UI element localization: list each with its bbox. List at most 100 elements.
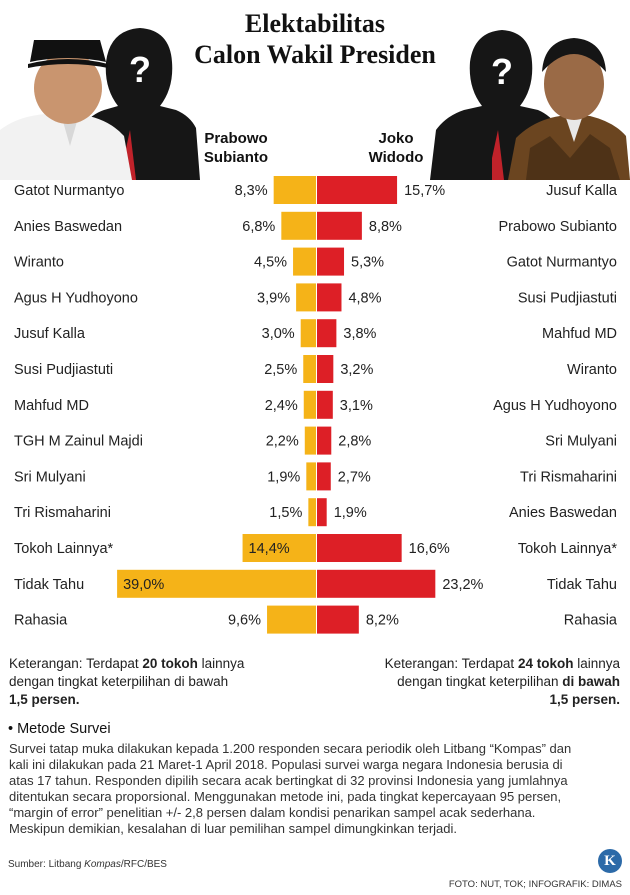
right-bar [317,534,402,562]
left-bar [303,355,316,383]
prabowo-photo [0,40,132,180]
title-line-1: Elektabilitas [244,9,386,38]
source-credit: Sumber: Litbang Kompas/RFC/BES [8,859,167,870]
left-category-label: Jusuf Kalla [14,326,86,342]
right-candidate-line-1: Joko [378,130,414,147]
note-right-line-1: Keterangan: Terdapat 24 tokoh lainnya [322,655,620,673]
note-right: Keterangan: Terdapat 24 tokoh lainnya de… [322,655,620,709]
right-value-label: 2,7% [338,469,371,485]
right-candidate-name: Joko Widodo [348,129,444,167]
method-line: ditentukan secara proporsional. Mengguna… [9,789,562,804]
right-value-label: 8,8% [369,219,402,235]
left-category-label: Rahasia [14,613,68,629]
left-category-label: Susi Pudjiastuti [14,362,113,378]
method-line: kali ini dilakukan pada 21 Maret-1 April… [9,757,563,772]
right-bar [317,462,331,491]
right-value-label: 3,8% [343,326,376,342]
note-right-line-3: 1,5 persen. [322,691,620,709]
left-category-label: Wiranto [14,255,64,271]
right-category-label: Mahfud MD [542,326,617,342]
right-portrait: ? [430,30,630,180]
left-category-label: Tri Rismaharini [14,505,111,521]
left-candidate-line-1: Prabowo [204,130,268,147]
left-value-label: 3,0% [262,326,295,342]
left-category-label: Gatot Nurmantyo [14,183,124,199]
left-value-label: 14,4% [249,541,290,557]
left-bar [296,283,316,312]
left-value-label: 4,5% [254,255,287,271]
right-value-label: 2,8% [338,434,371,450]
right-value-label: 16,6% [409,541,450,557]
left-category-label: Tokoh Lainnya* [14,541,114,557]
method-line: Meskipun demikian, kesalahan di luar pem… [9,821,458,836]
left-category-label: Anies Baswedan [14,219,122,235]
right-category-label: Susi Pudjiastuti [518,290,617,306]
note-left-suffix: lainnya [197,656,245,671]
note-left-line-3: 1,5 persen. [9,691,309,709]
left-value-label: 2,4% [265,398,298,414]
right-bar [317,355,334,383]
right-value-label: 5,3% [351,255,384,271]
note-left-line-1: Keterangan: Terdapat 20 tokoh lainnya [9,655,309,673]
right-value-label: 15,7% [404,183,445,199]
right-value-label: 4,8% [348,290,381,306]
left-bar [304,426,316,455]
right-category-label: Rahasia [564,613,618,629]
svg-text:?: ? [129,49,151,90]
left-category-label: Mahfud MD [14,398,89,414]
left-value-label: 39,0% [123,577,164,593]
note-right-suffix: lainnya [573,656,620,671]
right-value-label: 3,2% [340,362,373,378]
note-left-line-3-text: 1,5 persen. [9,692,80,707]
source-prefix: Sumber: Litbang [8,859,85,870]
kompas-logo-icon: K [598,849,622,873]
left-bar [267,605,316,634]
right-bar [317,176,398,204]
note-right-prefix: Keterangan: Terdapat [384,656,518,671]
left-bar [303,390,316,419]
left-candidate-line-2: Subianto [203,149,269,166]
left-value-label: 9,6% [228,613,261,629]
left-value-label: 8,3% [235,183,268,199]
page-title: Elektabilitas Calon Wakil Presiden [0,8,630,70]
source-italic: Kompas [84,859,121,870]
method-body: Survei tatap muka dilakukan kepada 1.200… [9,741,621,837]
right-value-label: 8,2% [366,613,399,629]
left-bar [117,569,316,598]
svg-text:?: ? [491,51,513,92]
method-line: “margin of error” penelitian +/- 2,8 per… [9,805,536,820]
left-value-label: 1,9% [267,469,300,485]
note-right-line-2b: di bawah [562,674,620,689]
right-value-label: 1,9% [334,505,367,521]
note-right-line-3-text: 1,5 persen. [549,692,620,707]
right-category-label: Tidak Tahu [547,577,617,593]
right-value-label: 3,1% [340,398,373,414]
left-category-label: Agus H Yudhoyono [14,290,138,306]
note-left: Keterangan: Terdapat 20 tokoh lainnya de… [9,655,309,709]
left-value-label: 6,8% [242,219,275,235]
left-category-label: Sri Mulyani [14,469,86,485]
right-candidate-line-2: Widodo [368,149,424,166]
source-suffix: /RFC/BES [120,859,167,870]
method-line: Survei tatap muka dilakukan kepada 1.200… [9,741,572,756]
right-category-label: Prabowo Subianto [499,219,618,235]
method-title: • Metode Survei [8,721,111,737]
left-value-label: 3,9% [257,290,290,306]
left-bar [308,498,316,527]
left-bar [273,176,316,204]
left-value-label: 2,5% [264,362,297,378]
note-left-count: 20 tokoh [142,656,198,671]
right-bar [317,283,342,312]
left-bar [281,211,316,240]
right-bar [317,390,333,419]
left-bar [293,247,316,276]
note-right-count: 24 tokoh [517,656,574,671]
right-category-label: Gatot Nurmantyo [507,255,617,271]
method-line: atas 17 tahun. Responden dipilih secara … [9,773,568,788]
right-bar [317,605,359,634]
right-category-label: Tokoh Lainnya* [518,541,618,557]
right-bar [317,211,362,240]
right-category-label: Tri Rismaharini [520,469,617,485]
right-category-label: Agus H Yudhoyono [493,398,617,414]
right-bar [317,247,345,276]
